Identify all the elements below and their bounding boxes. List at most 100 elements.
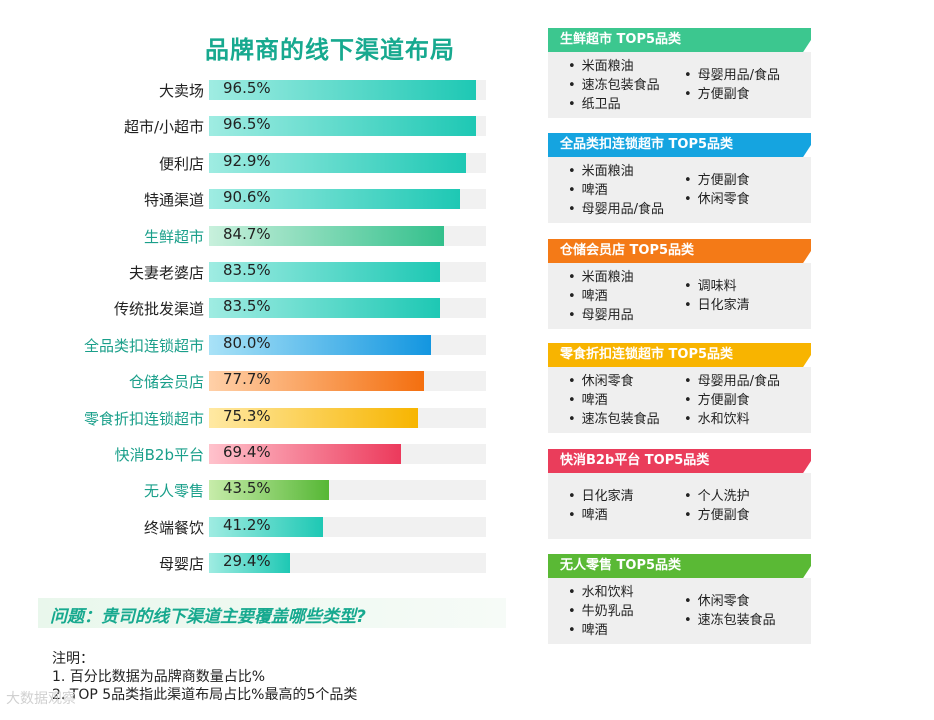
panel-item: 日化家清 xyxy=(568,487,634,506)
bar xyxy=(209,334,431,355)
panel-title: 全品类扣连锁超市 TOP5品类 xyxy=(548,133,811,157)
category-label: 无人零售 xyxy=(143,482,204,501)
panel-title: 无人零售 TOP5品类 xyxy=(548,554,811,578)
category-label: 母婴店 xyxy=(158,555,204,574)
value-label: 84.7% xyxy=(223,224,271,243)
bar xyxy=(209,262,441,282)
bar xyxy=(209,80,477,100)
bar-track xyxy=(209,262,486,282)
bar xyxy=(209,116,477,137)
panel-item: 日化家清 xyxy=(684,296,750,315)
bar-row: 仓储会员店 77.7% xyxy=(0,363,520,399)
bar-track xyxy=(209,444,486,464)
category-label: 大卖场 xyxy=(158,82,204,100)
bar-track xyxy=(209,480,486,501)
question-text: 问题：贵司的线下渠道主要覆盖哪些类型? xyxy=(50,607,366,627)
panel-title: 零食折扣连锁超市 TOP5品类 xyxy=(548,343,811,367)
value-label: 75.3% xyxy=(223,406,271,425)
panel-column: 米面粮油啤酒母婴用品 xyxy=(568,263,634,329)
bar-row: 母婴店 29.4% xyxy=(0,545,520,581)
panel-item: 休闲零食 xyxy=(684,190,750,209)
bar-chart: 大卖场 96.5% 超市/小超市 96.5% 便利店 92.9% 特通渠道 90.6% 生鲜超市… xyxy=(0,0,520,600)
panel-item: 水和饮料 xyxy=(568,583,634,602)
bar-track xyxy=(209,334,486,355)
category-label: 快消B2b平台 xyxy=(114,446,204,464)
panel-item: 母婴用品/食品 xyxy=(568,200,664,219)
value-label: 80.0% xyxy=(223,333,271,352)
panel-item: 水和饮料 xyxy=(684,410,780,429)
chart-title: 品牌商的线下渠道布局 xyxy=(205,36,455,64)
category-panel: 快消B2b平台 TOP5品类日化家清啤酒个人洗护方便副食 xyxy=(548,449,811,539)
category-panel: 仓储会员店 TOP5品类米面粮油啤酒母婴用品调味料日化家清 xyxy=(548,239,811,329)
panel-body: 水和饮料牛奶乳品啤酒休闲零食速冻包装食品 xyxy=(548,578,811,644)
category-label: 超市/小超市 xyxy=(123,118,204,137)
panel-column: 米面粮油啤酒母婴用品/食品 xyxy=(568,157,664,223)
panel-column: 母婴用品/食品方便副食水和饮料 xyxy=(684,367,780,433)
notes: 注明： 1. 百分比数据为品牌商数量占比% 2. TOP 5品类指此渠道布局占比… xyxy=(52,650,357,704)
bar-row: 特通渠道 90.6% xyxy=(0,181,520,217)
category-panel: 生鲜超市 TOP5品类米面粮油速冻包装食品纸卫品 母婴用品/食品方便副食 xyxy=(548,28,811,118)
category-panel: 零食折扣连锁超市 TOP5品类休闲零食啤酒速冻包装食品母婴用品/食品方便副食水和… xyxy=(548,343,811,433)
bar-row: 全品类扣连锁超市 80.0% xyxy=(0,327,520,363)
value-label: 77.7% xyxy=(223,370,271,389)
note-line-2: 2. TOP 5品类指此渠道布局占比%最高的5个品类 xyxy=(52,687,358,703)
bar xyxy=(209,516,324,537)
panel-item: 调味料 xyxy=(684,277,750,296)
panel-item: 啤酒 xyxy=(568,621,634,640)
value-label: 96.5% xyxy=(223,115,271,134)
bar-track xyxy=(209,407,486,428)
category-panel: 无人零售 TOP5品类水和饮料牛奶乳品啤酒休闲零食速冻包装食品 xyxy=(548,554,811,644)
panel-item: 速冻包装食品 xyxy=(568,410,660,429)
bar-track xyxy=(209,116,486,137)
panel-column: 方便副食休闲零食 xyxy=(684,157,750,223)
bar-row: 便利店 92.9% xyxy=(0,145,520,181)
value-label: 83.5% xyxy=(223,297,271,316)
panel-item: 母婴用品/食品 xyxy=(684,66,780,85)
bar-row: 零食折扣连锁超市 75.3% xyxy=(0,400,520,436)
notes-heading: 注明： xyxy=(52,651,94,667)
category-label: 全品类扣连锁超市 xyxy=(83,336,204,355)
category-label: 零食折扣连锁超市 xyxy=(83,409,204,428)
panel-item: 方便副食 xyxy=(684,85,780,104)
panel-item: 啤酒 xyxy=(568,181,664,200)
bar xyxy=(209,371,425,392)
value-label: 41.2% xyxy=(223,515,271,534)
note-line-1: 1. 百分比数据为品牌商数量占比% xyxy=(52,669,266,685)
panel-item: 啤酒 xyxy=(568,287,634,306)
panel-column: 水和饮料牛奶乳品啤酒 xyxy=(568,578,634,644)
panel-item: 休闲零食 xyxy=(684,592,776,611)
panel-title: 仓储会员店 TOP5品类 xyxy=(548,239,811,263)
value-label: 43.5% xyxy=(223,479,271,498)
panel-item: 母婴用品 xyxy=(568,306,634,325)
bar-row: 大卖场 96.5% xyxy=(0,72,520,108)
panel-item: 啤酒 xyxy=(568,391,660,410)
value-label: 92.9% xyxy=(223,151,271,170)
watermark: 大数据观察 xyxy=(6,691,76,707)
panel-body: 日化家清啤酒个人洗护方便副食 xyxy=(548,473,811,539)
value-label: 96.5% xyxy=(223,79,271,97)
bar-row: 夫妻老婆店 83.5% xyxy=(0,254,520,290)
panel-body: 米面粮油啤酒母婴用品 调味料日化家清 xyxy=(548,263,811,329)
bar xyxy=(209,189,460,210)
panel-item: 方便副食 xyxy=(684,506,750,525)
bar-row: 快消B2b平台 69.4% xyxy=(0,436,520,472)
category-label: 传统批发渠道 xyxy=(113,300,204,319)
category-label: 生鲜超市 xyxy=(143,227,204,246)
panel-item: 方便副食 xyxy=(684,171,750,190)
panel-item: 米面粮油 xyxy=(568,268,634,287)
bar-row: 无人零售 43.5% xyxy=(0,472,520,508)
panel-item: 方便副食 xyxy=(684,391,780,410)
panel-column: 日化家清啤酒 xyxy=(568,473,634,539)
panel-item: 米面粮油 xyxy=(568,162,664,181)
panel-column: 米面粮油速冻包装食品纸卫品 xyxy=(568,52,660,118)
panel-title: 快消B2b平台 TOP5品类 xyxy=(548,449,811,473)
bar-track xyxy=(209,152,486,173)
bar-row: 终端餐饮 41.2% xyxy=(0,509,520,545)
bar xyxy=(209,553,291,574)
bar-row: 传统批发渠道 83.5% xyxy=(0,290,520,326)
panel-column: 休闲零食啤酒速冻包装食品 xyxy=(568,367,660,433)
bar-track xyxy=(209,189,486,210)
bar xyxy=(209,152,467,173)
question-banner: 问题：贵司的线下渠道主要覆盖哪些类型? xyxy=(38,598,506,628)
panel-title: 生鲜超市 TOP5品类 xyxy=(548,28,811,52)
